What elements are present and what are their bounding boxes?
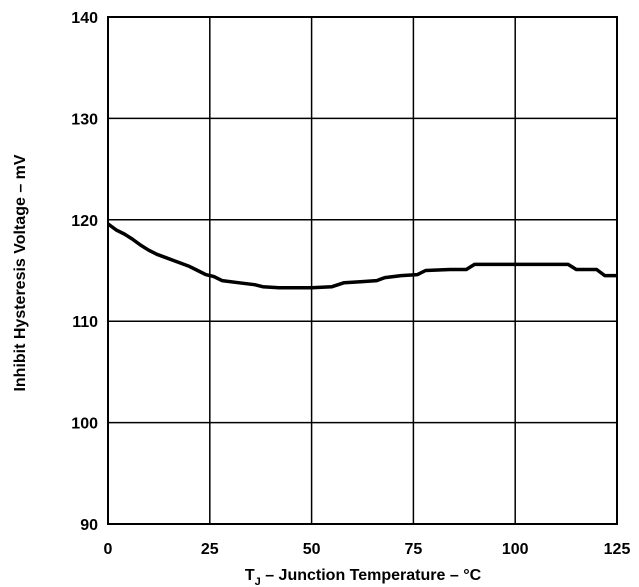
x-tick-label: 75 xyxy=(405,541,423,558)
y-tick-label: 140 xyxy=(71,10,98,27)
tick-labels: 0 25 50 75 100 125 90 100 110 120 130 140 xyxy=(71,10,630,558)
y-axis-title: Inhibit Hysteresis Voltage – mV xyxy=(12,154,29,391)
y-tick-label: 90 xyxy=(80,517,98,534)
x-axis-title: TJ – Junction Temperature – °C xyxy=(245,567,482,587)
x-tick-label: 25 xyxy=(201,541,219,558)
x-tick-label: 100 xyxy=(502,541,529,558)
x-tick-label: 50 xyxy=(303,541,321,558)
x-tick-label: 125 xyxy=(604,541,631,558)
y-tick-label: 120 xyxy=(71,213,98,230)
series-line xyxy=(106,222,617,290)
y-tick-label: 110 xyxy=(72,314,98,331)
plot-frame xyxy=(107,16,618,525)
x-tick-label: 0 xyxy=(104,541,113,558)
y-tick-label: 100 xyxy=(71,416,98,433)
y-tick-label: 130 xyxy=(71,111,98,128)
grid-lines xyxy=(107,16,618,525)
